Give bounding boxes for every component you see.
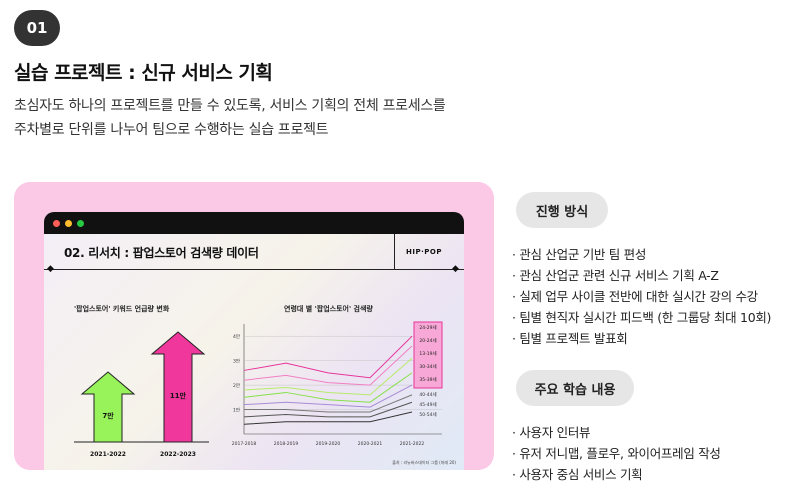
header-divider	[394, 234, 395, 270]
process-list: 관심 산업군 기반 팀 편성 관심 산업군 관련 신규 서비스 기획 A-Z 실…	[512, 244, 771, 349]
series-line	[243, 411, 413, 425]
close-dot-icon	[53, 220, 60, 227]
y-tick-label: 3만	[233, 358, 240, 365]
browser-window: 02. 리서치 : 팝업스토어 검색량 데이터 HIP·POP ◆ ◆ '팝업스…	[44, 212, 464, 470]
series-line	[243, 372, 413, 403]
description-line: 주차별로 단위를 나누어 팀으로 수행하는 실습 프로젝트	[14, 122, 329, 138]
brand-logo: HIP·POP	[406, 248, 442, 256]
x-tick-label: 2020-2021	[358, 441, 383, 447]
x-tick-label: 2019-2020	[316, 441, 341, 447]
bar-chart: 7만 2021-2022 11만 2022-2023	[74, 331, 209, 458]
list-item: 팀별 프로젝트 발표회	[512, 328, 771, 349]
minimize-dot-icon	[65, 220, 72, 227]
list-item: 사용자 인터뷰	[512, 422, 721, 443]
series-line	[243, 335, 413, 379]
y-tick-label: 4만	[233, 333, 240, 340]
x-tick-label: 2021-2022	[90, 451, 126, 458]
browser-title-bar	[44, 212, 464, 234]
page-title: 실습 프로젝트 : 신규 서비스 기획	[14, 62, 273, 84]
project-preview-card: 02. 리서치 : 팝업스토어 검색량 데이터 HIP·POP ◆ ◆ '팝업스…	[14, 182, 494, 470]
series-line	[243, 401, 413, 418]
series-line	[243, 345, 413, 386]
series-line	[243, 357, 413, 396]
legend-label: 35-39세	[419, 376, 436, 383]
legend-label: 45-49세	[419, 401, 436, 408]
y-tick-label: 2만	[233, 382, 240, 389]
slide-title: 02. 리서치 : 팝업스토어 검색량 데이터	[64, 246, 259, 260]
legend-label: 50-54세	[419, 411, 436, 418]
data-label: 11만	[170, 391, 187, 400]
line-chart-title: 연령대 별 '팝업스토어' 검색량	[284, 305, 373, 313]
x-tick-label: 2022-2023	[160, 451, 196, 458]
list-item: 실제 업무 사이클 전반에 대한 실시간 강의 수강	[512, 286, 771, 307]
legend-label: 20-24세	[419, 337, 436, 344]
legend-label: 13-19세	[419, 350, 436, 357]
process-label: 진행 방식	[516, 192, 608, 228]
highlight-box	[413, 321, 443, 389]
list-item: 팀별 현직자 실시간 피드백 (한 그룹당 최대 10회)	[512, 307, 771, 328]
series-line	[243, 384, 413, 408]
list-item: 유저 저니맵, 플로우, 와이어프레임 작성	[512, 443, 721, 464]
sparkle-icon: ◆	[47, 264, 54, 274]
topics-list: 사용자 인터뷰 유저 저니맵, 플로우, 와이어프레임 작성 사용자 중심 서비…	[512, 422, 721, 485]
x-tick-label: 2017-2018	[232, 441, 257, 447]
legend-label: 24-29세	[419, 324, 436, 331]
description-line: 초심자도 하나의 프로젝트를 만들 수 있도록, 서비스 기획의 전체 프로세스…	[14, 98, 446, 114]
slide-header: 02. 리서치 : 팝업스토어 검색량 데이터 HIP·POP	[44, 234, 464, 270]
list-item: 관심 산업군 관련 신규 서비스 기획 A-Z	[512, 265, 771, 286]
list-item: 사용자 중심 서비스 기획	[512, 464, 721, 485]
bar-chart-title: '팝업스토어' 키워드 언급량 변화	[74, 305, 170, 313]
data-label: 7만	[102, 411, 114, 420]
line-chart: 1만 2만 3만 4만 2017-2018 2018-2019 2019-2020 2020-…	[232, 321, 443, 447]
x-tick-label: 2021-2022	[400, 441, 425, 447]
x-tick-label: 2018-2019	[274, 441, 299, 447]
legend-label: 30-34세	[419, 363, 436, 370]
list-item: 관심 산업군 기반 팀 편성	[512, 244, 771, 265]
source-note: 출처 : 리뉴버스데이터 그룹 (미래 20)	[392, 460, 456, 465]
description: 초심자도 하나의 프로젝트를 만들 수 있도록, 서비스 기획의 전체 프로세스…	[14, 94, 534, 142]
sparkle-icon: ◆	[452, 264, 459, 274]
topics-label: 주요 학습 내용	[516, 370, 634, 406]
bar-arrow	[80, 371, 136, 443]
y-tick-label: 1만	[233, 407, 240, 414]
legend-label: 40-44세	[419, 391, 436, 398]
bar-arrow	[150, 331, 206, 443]
maximize-dot-icon	[77, 220, 84, 227]
section-number-badge: 01	[14, 10, 60, 46]
series-line	[244, 394, 413, 413]
